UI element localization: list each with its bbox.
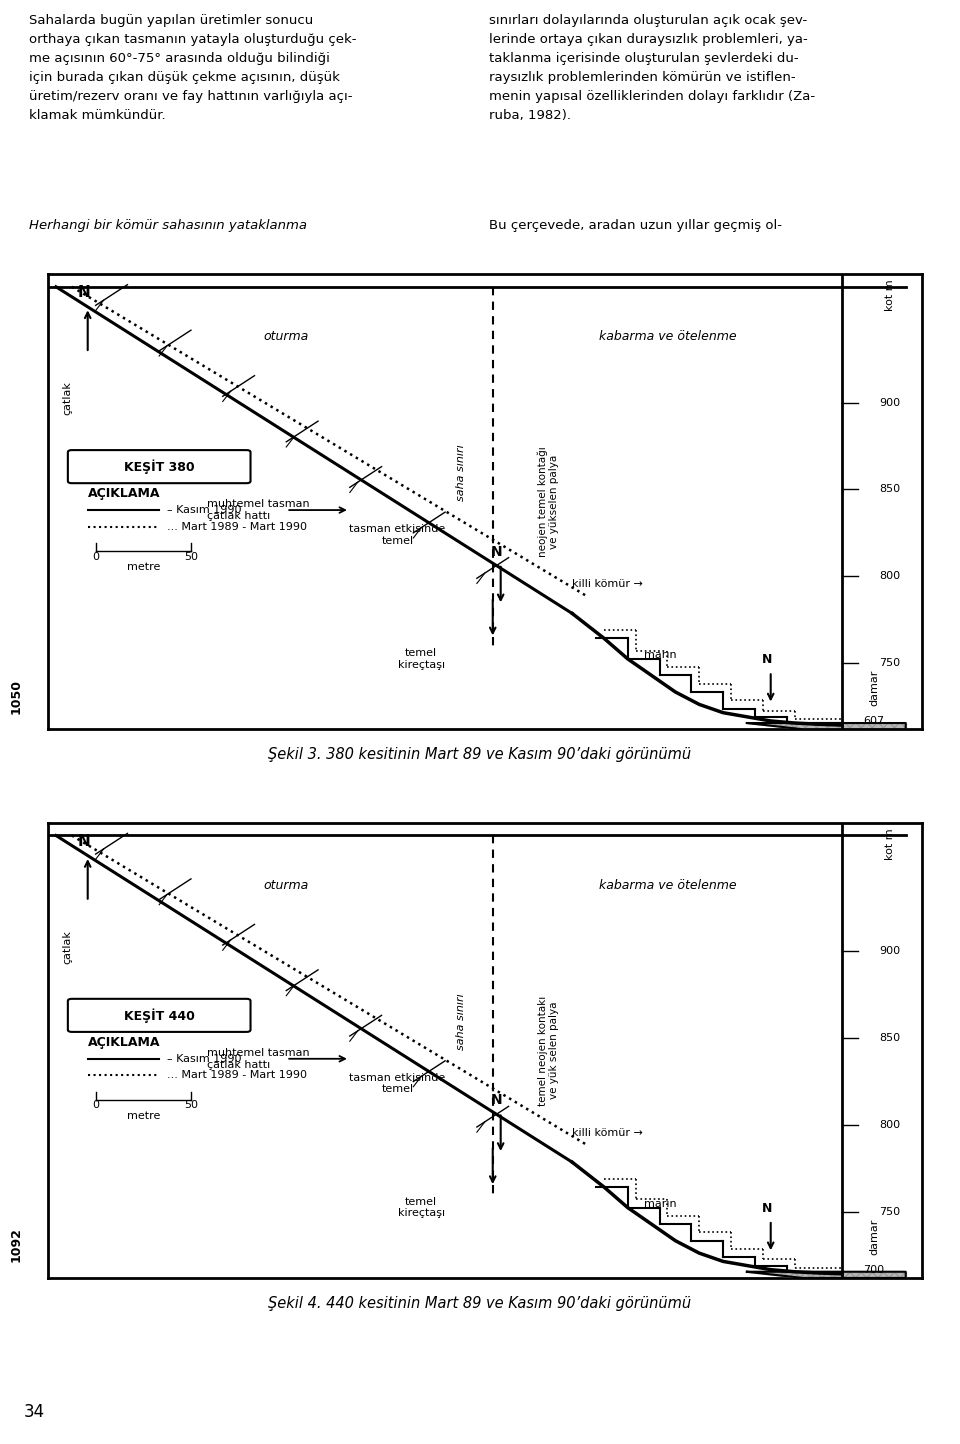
Text: sınırları dolayılarında oluşturulan açık ocak şev-
lerinde ortaya çıkan duraysız: sınırları dolayılarında oluşturulan açık…	[489, 14, 815, 123]
Text: kot m: kot m	[885, 827, 895, 859]
Text: saha sınırı: saha sınırı	[456, 445, 466, 501]
Text: marın: marın	[643, 1199, 676, 1209]
Text: temel neojen kontakı
ve yük selen palya: temel neojen kontakı ve yük selen palya	[538, 995, 559, 1106]
Text: çatlak: çatlak	[62, 930, 73, 965]
Text: killi kömür →: killi kömür →	[572, 1128, 643, 1138]
Text: muhtemel tasman
çatlak hattı: muhtemel tasman çatlak hattı	[206, 500, 309, 521]
Text: 700: 700	[863, 1265, 884, 1275]
Text: – Kasım 1990: – Kasım 1990	[167, 1054, 242, 1064]
Text: 50: 50	[184, 1100, 198, 1110]
Text: 1050: 1050	[10, 679, 23, 713]
Text: oturma: oturma	[264, 329, 309, 342]
Text: kot m: kot m	[885, 279, 895, 310]
Text: muhtemel tasman
çatlak hattı: muhtemel tasman çatlak hattı	[206, 1048, 309, 1070]
Text: 900: 900	[879, 397, 900, 407]
Text: N: N	[78, 833, 90, 849]
Text: kabarma ve ötelenme: kabarma ve ötelenme	[599, 878, 736, 891]
Text: kabarma ve ötelenme: kabarma ve ötelenme	[599, 329, 736, 342]
Text: N: N	[761, 653, 772, 666]
Text: Bu çerçevede, aradan uzun yıllar geçmiş ol-: Bu çerçevede, aradan uzun yıllar geçmiş …	[489, 219, 782, 232]
Text: N: N	[761, 1201, 772, 1214]
Text: neojen temel kontağı
ve yükselen palya: neojen temel kontağı ve yükselen palya	[538, 446, 560, 557]
Text: ... Mart 1989 - Mart 1990: ... Mart 1989 - Mart 1990	[167, 1070, 307, 1080]
Text: 34: 34	[24, 1402, 45, 1421]
Text: metre: metre	[127, 1110, 160, 1121]
Text: çatlak: çatlak	[62, 381, 73, 416]
Text: 900: 900	[879, 946, 900, 956]
Text: 800: 800	[879, 1121, 900, 1131]
Text: 750: 750	[879, 1207, 900, 1217]
Text: Şekil 3. 380 kesitinin Mart 89 ve Kasım 90’daki görünümü: Şekil 3. 380 kesitinin Mart 89 ve Kasım …	[269, 747, 691, 762]
FancyBboxPatch shape	[68, 451, 251, 484]
Text: oturma: oturma	[264, 878, 309, 891]
Text: saha sınırı: saha sınırı	[456, 993, 466, 1050]
Text: 0: 0	[92, 552, 99, 562]
Text: damar: damar	[869, 1219, 879, 1255]
Text: Sahalarda bugün yapılan üretimler sonucu
orthaya çıkan tasmanın yatayla oluşturd: Sahalarda bugün yapılan üretimler sonucu…	[29, 14, 356, 123]
Text: AÇIKLAMA: AÇIKLAMA	[87, 487, 160, 500]
Text: KEŞİT 380: KEŞİT 380	[124, 459, 195, 474]
Text: damar: damar	[869, 670, 879, 706]
Text: KEŞİT 440: KEŞİT 440	[124, 1008, 195, 1022]
Text: 607: 607	[863, 716, 884, 726]
Text: AÇIKLAMA: AÇIKLAMA	[87, 1035, 160, 1048]
Text: 750: 750	[879, 658, 900, 669]
Text: – Kasım 1990: – Kasım 1990	[167, 505, 242, 516]
Text: marın: marın	[643, 650, 676, 660]
Polygon shape	[747, 723, 905, 729]
Text: metre: metre	[127, 562, 160, 572]
Text: 1092: 1092	[10, 1227, 23, 1262]
Text: Şekil 4. 440 kesitinin Mart 89 ve Kasım 90’daki görünümü: Şekil 4. 440 kesitinin Mart 89 ve Kasım …	[269, 1295, 691, 1311]
Text: N: N	[78, 284, 90, 300]
Text: 850: 850	[879, 484, 900, 494]
Text: 850: 850	[879, 1032, 900, 1043]
Text: temel
kireçtaşı: temel kireçtaşı	[397, 1197, 444, 1219]
Text: N: N	[491, 544, 502, 559]
Text: 800: 800	[879, 572, 900, 582]
Text: Herhangi bir kömür sahasının yataklanma: Herhangi bir kömür sahasının yataklanma	[29, 219, 307, 232]
Text: tasman etkisinde
temel: tasman etkisinde temel	[349, 1073, 445, 1095]
Polygon shape	[747, 1272, 905, 1278]
Text: 0: 0	[92, 1100, 99, 1110]
Text: killi kömür →: killi kömür →	[572, 579, 643, 589]
Text: N: N	[491, 1093, 502, 1108]
Text: temel
kireçtaşı: temel kireçtaşı	[397, 648, 444, 670]
Text: 50: 50	[184, 552, 198, 562]
Text: tasman etkisinde
temel: tasman etkisinde temel	[349, 524, 445, 546]
Text: ... Mart 1989 - Mart 1990: ... Mart 1989 - Mart 1990	[167, 521, 307, 531]
FancyBboxPatch shape	[68, 999, 251, 1032]
